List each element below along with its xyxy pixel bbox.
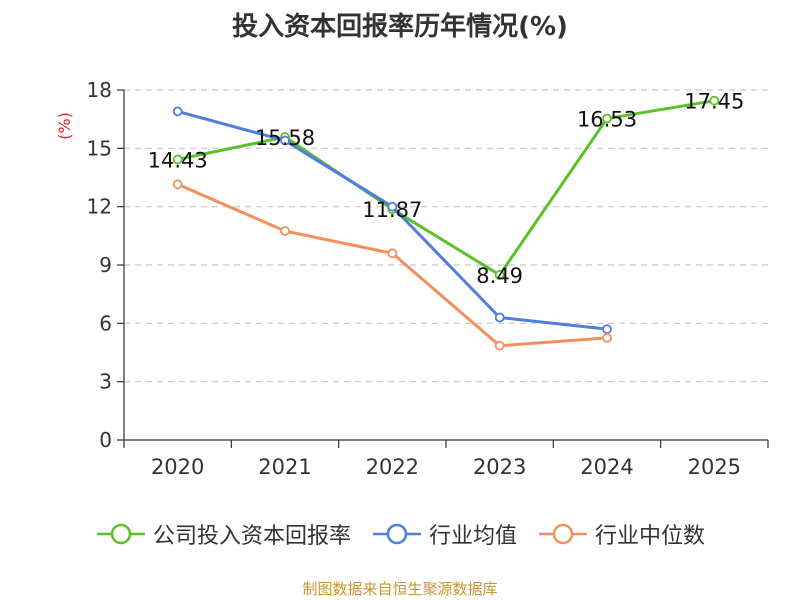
legend: 公司投入资本回报率 行业均值 行业中位数: [0, 518, 800, 550]
x-tick-label: 2025: [688, 455, 741, 479]
y-tick-label: 6: [99, 311, 112, 335]
series-line: [177, 99, 715, 277]
data-point: [494, 340, 505, 351]
data-point: [709, 95, 720, 106]
axes: 0 3 6 9 12 15 18 2020 2021 2022 2023 2024 2025 (%): [55, 78, 769, 479]
legend-label: 行业中位数: [595, 524, 706, 549]
data-point: [280, 135, 290, 146]
chart-title: 投入资本回报率历年情况(%): [232, 12, 568, 42]
y-tick-label: 18: [87, 78, 112, 102]
y-tick-label: 3: [99, 370, 112, 394]
x-tick-label: 2022: [366, 455, 419, 479]
y-tick-label: 0: [99, 428, 112, 452]
data-label: 14.43: [148, 148, 208, 172]
data-labels: 14.43 15.58 11.87 8.49 16.53 17.45: [148, 90, 745, 288]
data-point: [494, 312, 505, 323]
legend-line-marker-icon: [539, 523, 587, 545]
series-2: [172, 179, 612, 351]
data-label: 11.87: [362, 198, 422, 222]
data-point: [602, 333, 612, 343]
data-label: 16.53: [577, 108, 637, 132]
x-tick-label: 2024: [580, 455, 633, 479]
series-1: [172, 106, 612, 335]
legend-item[interactable]: 行业中位数: [537, 518, 705, 550]
data-point: [602, 324, 612, 335]
y-tick-label: 15: [87, 136, 112, 160]
x-tick-label: 2023: [473, 455, 526, 479]
data-point: [280, 226, 290, 236]
legend-item[interactable]: 公司投入资本回报率: [95, 518, 351, 550]
y-axis-label: (%): [55, 112, 74, 140]
legend-line-marker-icon: [96, 523, 145, 545]
data-point: [172, 106, 183, 117]
legend-line-marker-icon: [372, 523, 421, 545]
series-lines: [172, 95, 720, 351]
y-tick-label: 12: [87, 195, 112, 219]
legend-label: 行业均值: [428, 524, 517, 549]
y-tick-label: 9: [99, 253, 112, 277]
data-point: [172, 154, 183, 165]
data-point: [387, 201, 398, 212]
data-label: 15.58: [255, 126, 315, 150]
data-point: [172, 179, 183, 190]
grid-lines: [124, 89, 768, 383]
source-note: 制图数据来自恒生聚源数据库: [302, 580, 498, 598]
legend-item[interactable]: 行业均值: [371, 518, 517, 550]
data-label: 17.45: [684, 90, 744, 114]
x-tick-label: 2020: [151, 455, 204, 479]
data-point: [387, 248, 398, 259]
data-point: [494, 270, 505, 280]
x-tick-label: 2021: [258, 455, 311, 479]
data-label: 8.49: [476, 264, 523, 288]
data-point: [602, 113, 612, 124]
legend-label: 公司投入资本回报率: [152, 524, 351, 549]
